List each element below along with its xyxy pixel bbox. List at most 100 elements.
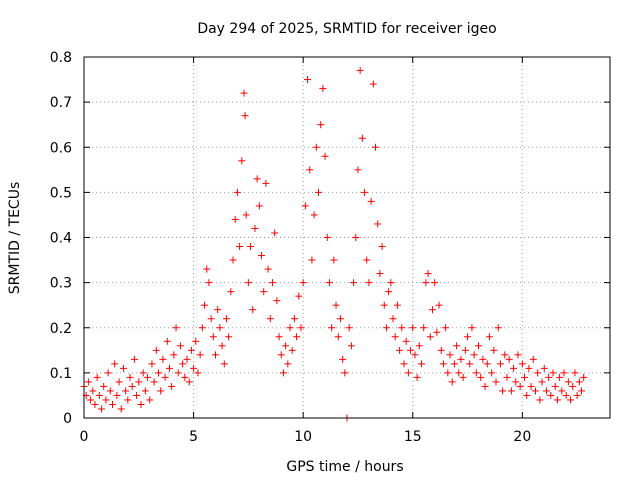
data-point: [580, 373, 588, 381]
data-point: [534, 369, 542, 377]
data-point: [363, 256, 371, 264]
data-point: [183, 355, 191, 363]
data-point: [431, 279, 439, 287]
y-tick-label: 0.1: [50, 366, 72, 382]
data-point: [400, 360, 408, 368]
x-tick-label: 10: [294, 429, 312, 445]
x-tick-label: 15: [404, 429, 422, 445]
data-point: [293, 333, 301, 341]
data-point: [376, 270, 384, 278]
data-point: [176, 342, 184, 350]
grid: [84, 57, 610, 418]
data-point: [461, 346, 469, 354]
data-point: [268, 279, 276, 287]
data-point: [339, 355, 347, 363]
data-point: [297, 324, 305, 332]
y-tick-label: 0.4: [50, 231, 72, 247]
data-point: [236, 243, 244, 251]
data-point: [220, 360, 228, 368]
data-point: [207, 315, 215, 323]
data-point: [470, 351, 478, 359]
y-tick-label: 0.8: [50, 50, 72, 66]
data-point: [409, 324, 417, 332]
data-point: [538, 378, 546, 386]
data-point: [542, 387, 550, 395]
data-point: [442, 324, 450, 332]
data-point: [93, 373, 101, 381]
data-point: [455, 369, 463, 377]
data-point: [562, 391, 570, 399]
data-point: [241, 112, 249, 120]
data-point: [560, 369, 568, 377]
y-tick-label: 0.6: [50, 140, 72, 156]
data-point: [567, 396, 575, 404]
data-point: [531, 387, 539, 395]
data-point: [439, 360, 447, 368]
data-point: [179, 360, 187, 368]
data-point: [336, 315, 344, 323]
data-point: [301, 202, 309, 210]
data-point: [321, 152, 329, 160]
data-point: [420, 324, 428, 332]
data-point: [181, 373, 189, 381]
data-point: [437, 346, 445, 354]
data-point: [148, 360, 156, 368]
data-point: [317, 121, 325, 129]
data-point: [233, 188, 241, 196]
data-point: [389, 315, 397, 323]
data-point: [444, 369, 452, 377]
data-point: [453, 342, 461, 350]
data-point: [411, 351, 419, 359]
data-point: [266, 315, 274, 323]
data-point: [475, 342, 482, 350]
data-point: [304, 76, 312, 84]
data-point: [352, 234, 360, 241]
data-point: [117, 405, 125, 413]
data-point: [490, 346, 498, 354]
data-point: [295, 292, 303, 300]
data-point: [275, 333, 283, 341]
data-point: [319, 85, 327, 93]
data-point: [407, 346, 415, 354]
data-point: [133, 391, 141, 399]
data-point: [523, 391, 531, 399]
data-point: [448, 378, 456, 386]
data-point: [558, 387, 566, 395]
data-point: [159, 355, 167, 363]
data-point: [501, 351, 509, 359]
y-tick-label: 0.5: [50, 185, 72, 201]
data-point: [135, 378, 143, 386]
data-point: [573, 391, 581, 399]
data-point: [328, 324, 336, 332]
data-point: [518, 360, 526, 368]
data-point: [225, 333, 233, 341]
data-point: [488, 369, 496, 377]
data-point: [260, 288, 268, 296]
data-point: [196, 351, 204, 359]
data-point: [556, 373, 564, 381]
data-point: [277, 351, 285, 359]
data-points: [80, 67, 588, 422]
data-point: [424, 270, 432, 278]
chart-title: Day 294 of 2025, SRMTID for receiver ige…: [197, 21, 496, 37]
data-point: [450, 360, 458, 368]
data-point: [354, 166, 362, 174]
data-point: [334, 333, 342, 341]
data-point: [170, 351, 178, 359]
data-point: [415, 342, 423, 350]
y-axis-label: SRMTID / TECUs: [7, 182, 23, 295]
data-point: [345, 324, 353, 332]
data-point: [288, 346, 296, 354]
data-point: [521, 373, 529, 381]
data-point: [496, 360, 504, 368]
data-point: [308, 256, 316, 264]
data-point: [404, 369, 412, 377]
data-point: [479, 355, 487, 363]
data-point: [286, 324, 294, 332]
data-point: [547, 391, 555, 399]
data-point: [466, 360, 474, 368]
data-point: [130, 355, 138, 363]
data-point: [212, 351, 219, 359]
data-point: [516, 382, 524, 390]
